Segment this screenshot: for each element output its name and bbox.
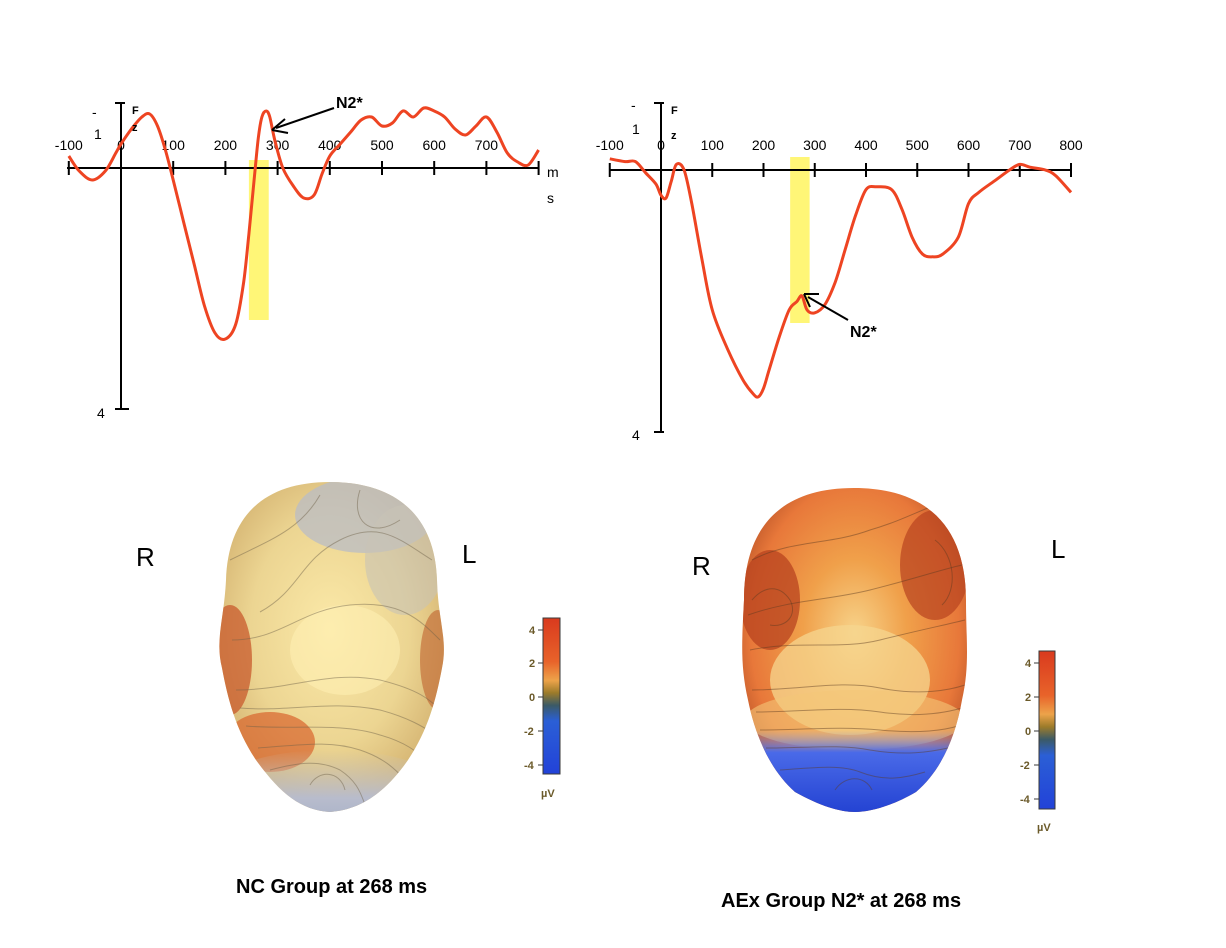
n2-annotation: N2* (271, 95, 363, 134)
y-top-label-value: 1 (94, 126, 102, 142)
x-tick-label: 0 (657, 137, 665, 153)
x-tick-label: 500 (906, 137, 930, 153)
colorbar-label-0: 0 (529, 692, 535, 704)
topomap-nc-group: R L (136, 482, 561, 898)
x-tick-label: 100 (162, 137, 186, 153)
y-bottom-label: 4 (97, 405, 105, 421)
erp-waveform-line (609, 157, 1073, 399)
x-tick-label: 500 (370, 137, 394, 153)
topomap-aex-group: R L (692, 488, 1065, 912)
colorbar-label-2: 2 (1025, 692, 1031, 704)
highlight-window (790, 157, 810, 323)
channel-label-z: z (132, 122, 138, 134)
annotation-arrow-shaft (807, 296, 849, 321)
side-label-left-hemisphere: L (1051, 534, 1065, 564)
colorbar-unit: µV (541, 788, 555, 800)
colorbar: 4 2 0 -2 -4 µV (1020, 650, 1056, 834)
annotation-arrowhead (803, 293, 819, 308)
x-ticks (67, 161, 540, 175)
x-tick-label: -100 (596, 137, 624, 153)
colorbar-label-minus4: -4 (1020, 794, 1031, 806)
highlight-window (248, 160, 269, 320)
y-top-label-sign: - (92, 104, 97, 120)
channel-label-f: F (671, 105, 678, 117)
x-tick-label: 100 (701, 137, 725, 153)
x-tick-labels: -100 0 100 200 300 400 500 600 700 800 (596, 137, 1083, 153)
x-tick-label: -100 (55, 137, 83, 153)
x-tick-label: 700 (475, 137, 499, 153)
y-top-label-sign: - (631, 97, 636, 113)
colorbar-scale (1038, 650, 1056, 810)
colorbar-label-minus4: -4 (524, 760, 535, 772)
colorbar-label-4: 4 (1025, 658, 1032, 670)
x-unit-label-m: m (547, 164, 559, 180)
x-tick-label: 700 (1008, 137, 1032, 153)
side-label-left-hemisphere: L (462, 539, 476, 569)
x-tick-label: 300 (803, 137, 827, 153)
erp-chart-nc-group: -100 0 100 200 300 400 500 600 700 - 1 4 F z m s… (55, 95, 559, 421)
x-tick-label: 800 (1059, 137, 1083, 153)
y-bottom-label: 4 (632, 427, 640, 443)
colorbar-label-0: 0 (1025, 726, 1031, 738)
x-tick-label: 600 (957, 137, 981, 153)
x-tick-label: 200 (752, 137, 776, 153)
colorbar-label-2: 2 (529, 658, 535, 670)
x-tick-label: 400 (854, 137, 878, 153)
map-caption: NC Group at 268 ms (236, 876, 427, 898)
annotation-arrow-shaft (275, 107, 335, 129)
annotation-label: N2* (336, 95, 363, 112)
erp-waveform-line (67, 106, 540, 341)
x-tick-label: 200 (214, 137, 238, 153)
x-ticks (608, 163, 1072, 177)
colorbar-scale (542, 617, 561, 775)
erp-chart-aex-group: -100 0 100 200 300 400 500 600 700 800 - 1 4 F z … (596, 97, 1083, 443)
map-caption: AEx Group N2* at 268 ms (721, 890, 961, 912)
colorbar-unit: µV (1037, 822, 1051, 834)
side-label-right-hemisphere: R (692, 551, 711, 581)
head-topography (742, 488, 967, 812)
annotation-arrowhead (271, 118, 289, 134)
annotation-label: N2* (850, 324, 877, 341)
colorbar-label-minus2: -2 (1020, 760, 1030, 772)
channel-label-f: F (132, 105, 139, 117)
colorbar-label-4: 4 (529, 625, 536, 637)
n2-annotation: N2* (803, 293, 877, 341)
colorbar: 4 2 0 -2 -4 µV (524, 617, 561, 800)
x-tick-label: 300 (266, 137, 290, 153)
y-top-label-value: 1 (632, 121, 640, 137)
channel-label-z: z (671, 130, 677, 142)
colorbar-label-minus2: -2 (524, 726, 534, 738)
head-topography (219, 482, 444, 812)
side-label-right-hemisphere: R (136, 542, 155, 572)
x-tick-label: 600 (423, 137, 447, 153)
x-unit-label-s: s (547, 190, 554, 206)
